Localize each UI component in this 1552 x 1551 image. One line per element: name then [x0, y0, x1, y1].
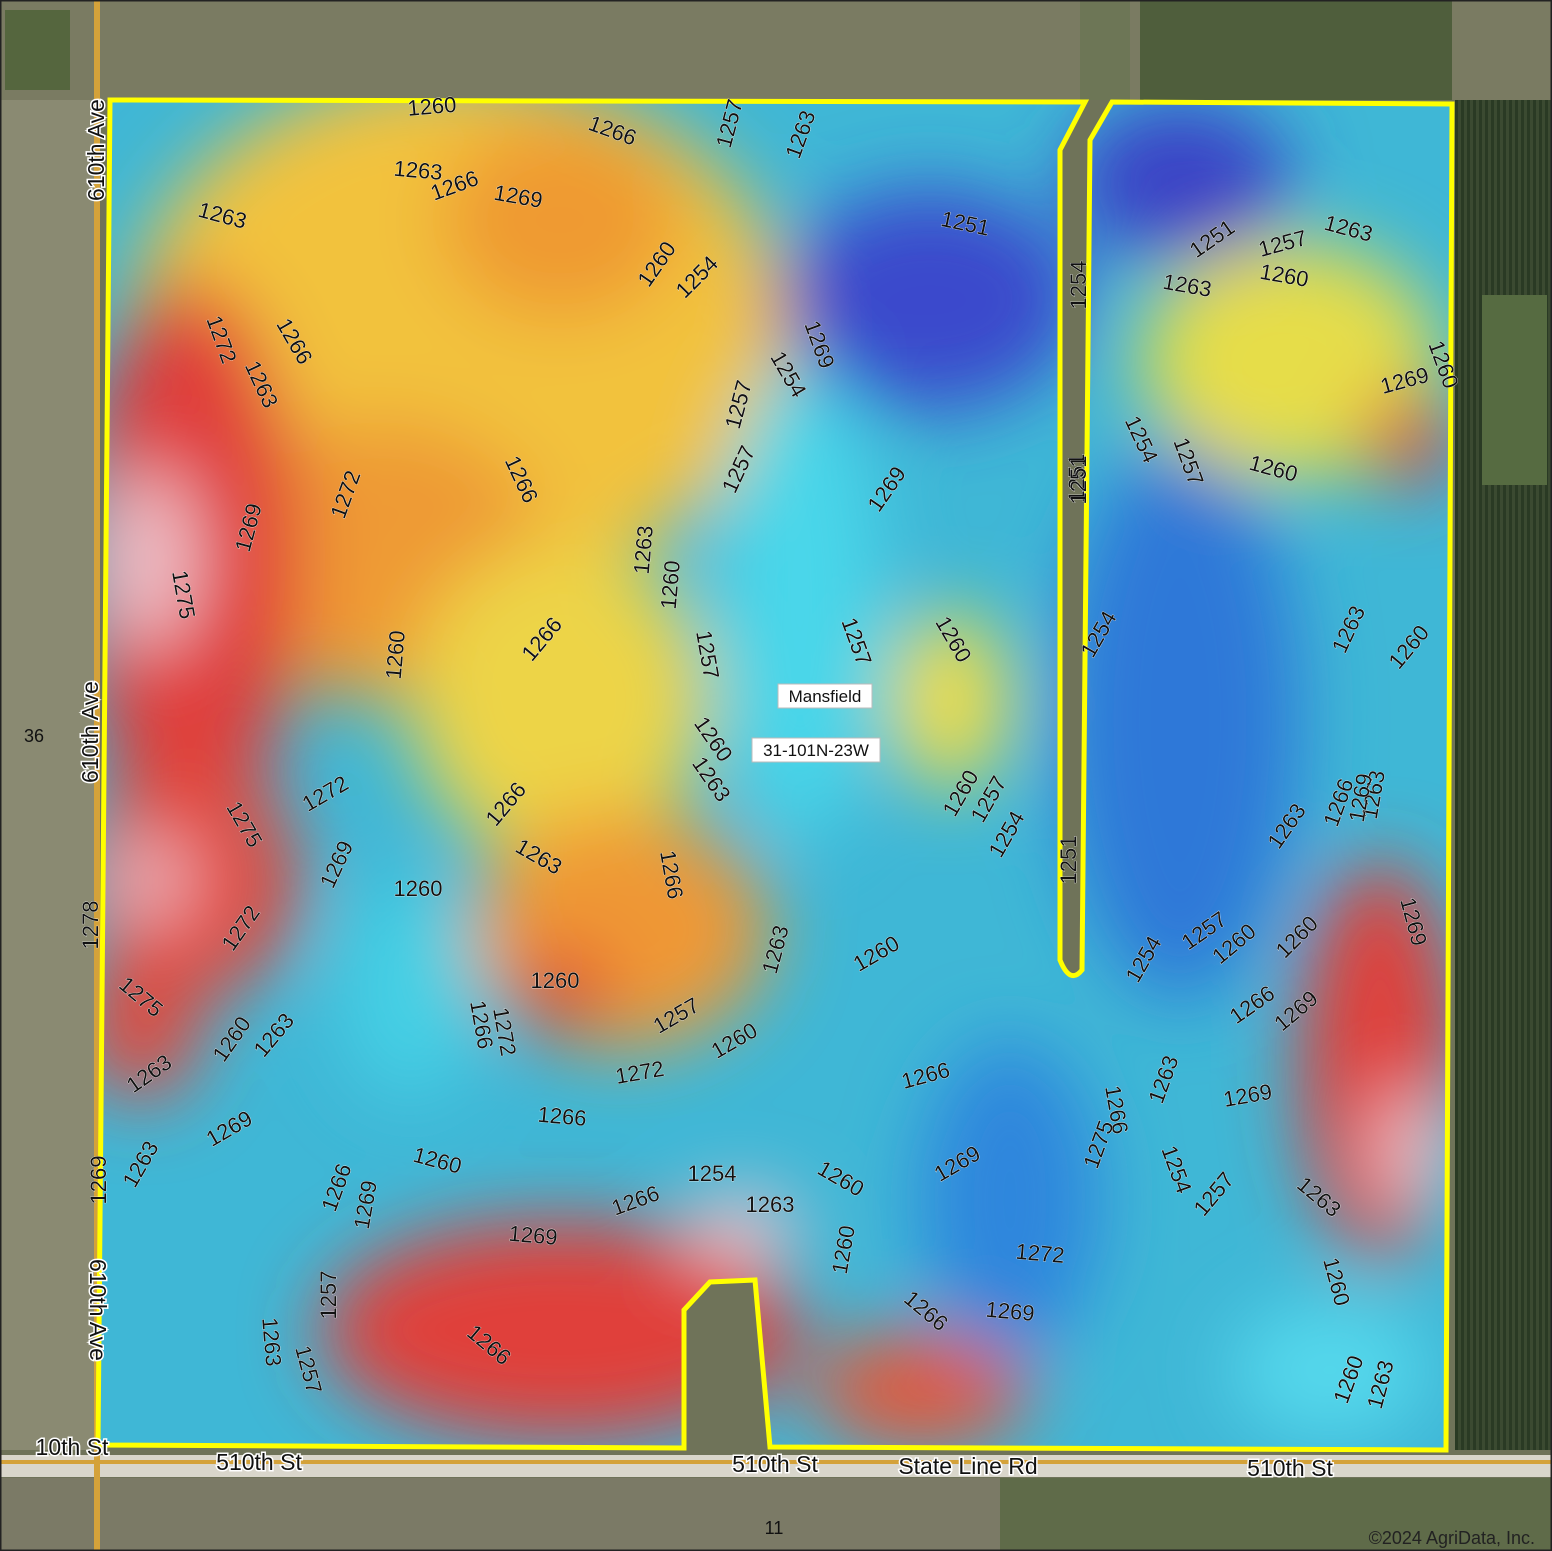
contour-label: 1269: [508, 1221, 559, 1250]
contour-label: 1278: [78, 901, 103, 950]
contour-label: 1272: [1015, 1239, 1066, 1268]
contour-label: 1260: [381, 629, 410, 680]
contour-label: 1257: [290, 1343, 327, 1397]
road-label-510th-st-west: 510th St: [216, 1449, 302, 1475]
contour-label: 1260: [656, 559, 685, 610]
section-code: 31-101N-23W: [763, 741, 869, 760]
contour-label: 1263: [393, 156, 444, 185]
contour-label: 1263: [629, 524, 658, 575]
contour-label: 1263: [257, 1316, 286, 1367]
road-label-610th-ave-upper: 610th Ave: [83, 99, 109, 201]
road-label-510th-st-center: 510th St: [732, 1451, 818, 1477]
elevation-surface: [98, 100, 1452, 1450]
contour-label: 1263: [746, 1192, 795, 1217]
contour-label: 1257: [316, 1271, 341, 1320]
road-label-610th-ave-lower: 610th Ave: [85, 1259, 111, 1361]
contour-label: 1251: [1056, 836, 1081, 885]
contour-label: 1260: [406, 92, 457, 121]
contour-label: 1266: [537, 1102, 588, 1131]
section-number-36: 36: [24, 726, 44, 746]
field-boundary: [95, 97, 1455, 1453]
contour-label: 1251: [1066, 456, 1091, 505]
contour-label: 1269: [86, 1156, 111, 1205]
section-name: Mansfield: [789, 687, 862, 706]
section-name-box: Mansfield: [777, 683, 873, 709]
road-label-state-line-rd: State Line Rd: [898, 1453, 1037, 1479]
contour-label: 1260: [531, 968, 580, 993]
contour-label: 1251: [1064, 454, 1089, 503]
contour-label: 1269: [985, 1297, 1036, 1326]
contour-label: 1254: [1066, 261, 1091, 310]
contour-label: 1254: [688, 1161, 737, 1186]
section-number-11: 11: [765, 1518, 784, 1538]
section-code-box: 31-101N-23W: [751, 737, 881, 763]
road-label-610th-ave-middle: 610th Ave: [77, 681, 103, 783]
copyright-notice: ©2024 AgriData, Inc.: [1369, 1528, 1535, 1548]
road-label-10th-st: 10th St: [36, 1434, 109, 1460]
road-label-510th-st-east: 510th St: [1247, 1455, 1333, 1481]
contour-label: 1260: [394, 876, 443, 901]
